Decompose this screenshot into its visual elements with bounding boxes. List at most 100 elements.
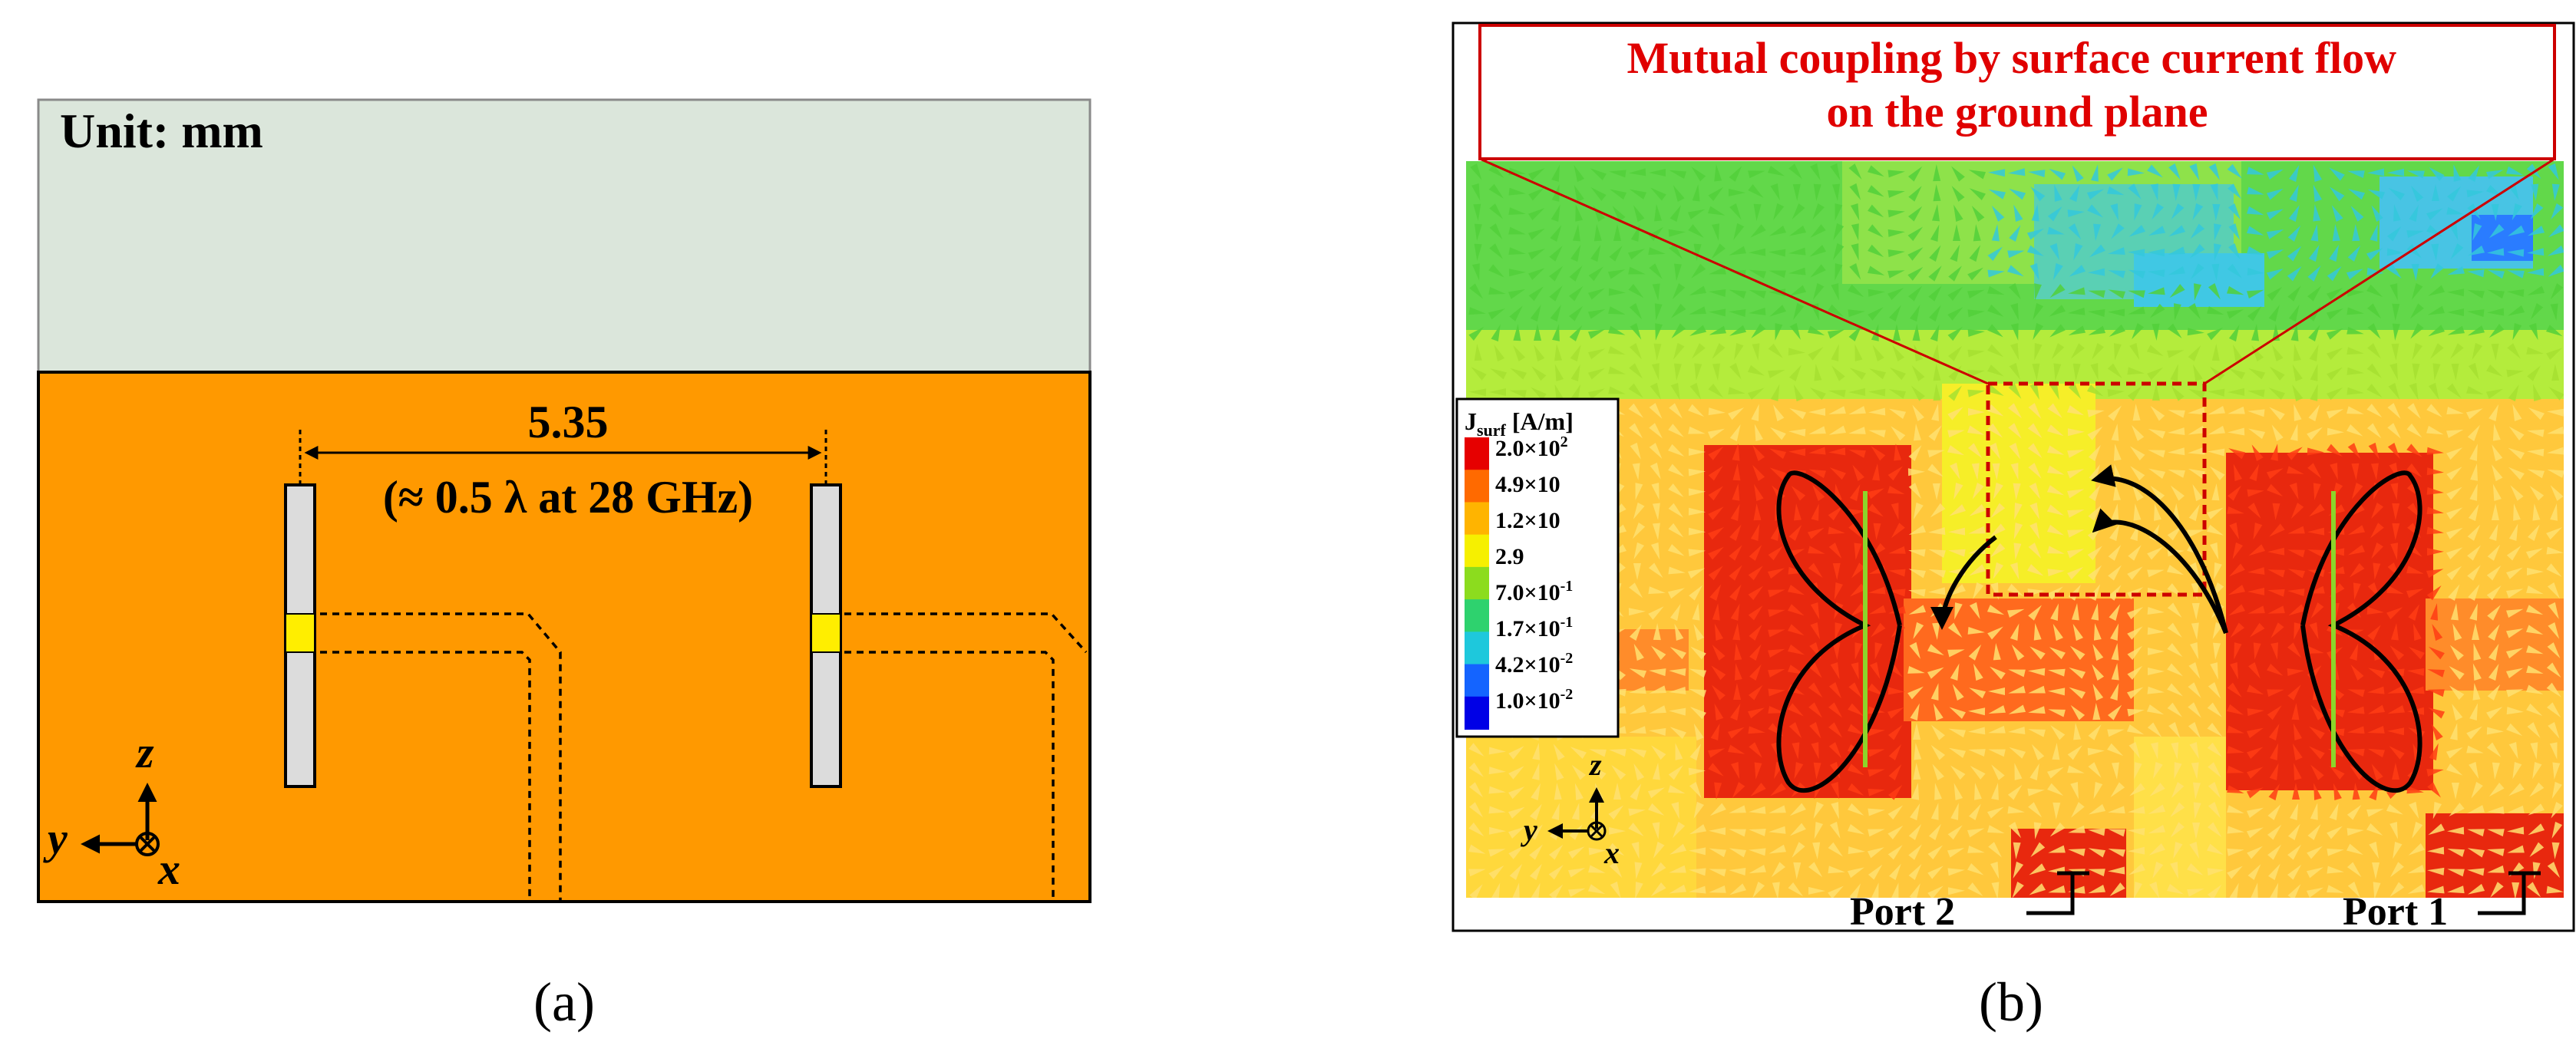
current-arrow: [2092, 664, 2105, 681]
legend-color-step: [1465, 696, 1489, 730]
current-arrow: [2028, 605, 2042, 621]
current-arrow: [2551, 781, 2562, 800]
current-arrow: [2452, 704, 2463, 721]
current-arrow: [2247, 167, 2264, 175]
current-arrow: [2066, 549, 2085, 559]
current-arrow: [2271, 345, 2284, 362]
current-arrow: [1752, 343, 1760, 361]
current-arrow: [2269, 763, 2279, 781]
current-arrow: [2386, 585, 2404, 595]
current-arrow: [1930, 224, 1940, 242]
current-arrow: [2487, 269, 2505, 279]
current-arrow: [2530, 742, 2538, 760]
current-arrow: [2088, 869, 2105, 877]
current-arrow: [1812, 842, 1821, 859]
current-arrow: [2152, 384, 2160, 401]
current-arrow: [1967, 882, 1983, 897]
current-arrow: [1488, 747, 1506, 755]
current-arrow: [2546, 546, 2564, 555]
current-arrow: [1775, 323, 1783, 341]
current-arrow: [1509, 863, 1523, 880]
current-arrow: [1928, 425, 1942, 441]
callout-box: [1478, 24, 2556, 160]
current-arrow: [1911, 364, 1925, 381]
current-arrow: [2073, 723, 2082, 740]
current-arrow: [2526, 567, 2544, 575]
current-arrow: [2208, 802, 2221, 819]
current-arrow: [2068, 325, 2086, 336]
current-arrow: [2327, 387, 2343, 401]
current-arrow: [2547, 469, 2564, 478]
current-arrow: [2350, 664, 2364, 681]
current-arrow: [2209, 542, 2219, 560]
current-arrow: [2028, 802, 2043, 818]
current-arrow: [1887, 724, 1903, 740]
current-arrow: [2187, 328, 2204, 336]
current-arrow: [1808, 682, 1823, 698]
current-arrow: [1967, 289, 1985, 298]
current-arrow: [2108, 308, 2125, 317]
current-arrow: [2148, 269, 2165, 278]
current-arrow: [1588, 865, 1606, 873]
current-arrow: [1830, 661, 1840, 680]
current-arrow: [1947, 887, 1965, 895]
current-arrow: [2072, 363, 2081, 381]
current-arrow: [2430, 263, 2444, 279]
current-arrow: [1748, 605, 1763, 621]
current-arrow: [2034, 343, 2043, 361]
current-arrow: [1987, 304, 2004, 317]
current-arrow: [1808, 702, 1823, 718]
current-arrow: [1769, 448, 1787, 460]
current-arrow: [2068, 287, 2086, 295]
current-arrow: [1671, 802, 1679, 819]
current-arrow: [2134, 203, 2142, 221]
current-arrow: [2029, 502, 2040, 520]
current-arrow: [1788, 364, 1802, 381]
current-arrow: [2392, 503, 2400, 520]
current-arrow: [1712, 343, 1726, 359]
current-arrow: [1712, 645, 1726, 661]
current-arrow: [2550, 503, 2558, 521]
current-arrow: [2469, 761, 2479, 780]
current-arrow: [1828, 506, 1843, 521]
current-arrow: [2267, 689, 2284, 697]
current-arrow: [2128, 290, 2145, 298]
current-arrow: [1491, 882, 1501, 898]
current-arrow: [1954, 602, 1963, 620]
current-arrow: [1688, 507, 1706, 516]
current-arrow: [2128, 806, 2145, 814]
current-arrow: [2532, 761, 2542, 780]
current-arrow: [1887, 190, 1905, 198]
current-arrow: [2310, 602, 2324, 618]
current-arrow: [1692, 343, 1706, 359]
current-arrow: [1953, 224, 1961, 242]
current-arrow: [1991, 882, 2000, 898]
current-arrow: [2346, 367, 2364, 375]
current-arrow: [2426, 506, 2444, 515]
current-arrow: [1868, 769, 1885, 777]
current-arrow: [2467, 868, 2485, 876]
current-arrow: [1729, 867, 1746, 875]
current-arrow: [2426, 526, 2444, 535]
current-arrow: [2526, 665, 2544, 674]
current-arrow: [2028, 170, 2046, 178]
current-arrow: [1808, 347, 1824, 361]
current-arrow: [2551, 364, 2560, 381]
current-arrow: [2150, 405, 2165, 421]
current-arrow: [2068, 584, 2082, 601]
current-arrow: [2408, 646, 2425, 660]
current-arrow: [1513, 324, 1521, 341]
current-arrow: [1708, 763, 1724, 777]
current-arrow: [1847, 823, 1865, 835]
current-arrow: [2208, 682, 2221, 699]
current-arrow: [1907, 247, 1924, 261]
current-arrow: [2547, 642, 2561, 658]
current-arrow: [1831, 344, 1839, 361]
current-arrow: [2526, 703, 2543, 716]
current-arrow: [2072, 623, 2083, 641]
current-arrow: [1674, 263, 1682, 281]
current-arrow: [2087, 204, 2103, 218]
current-arrow: [1868, 307, 1884, 321]
current-arrow: [2390, 542, 2399, 560]
current-arrow: [2030, 842, 2046, 857]
